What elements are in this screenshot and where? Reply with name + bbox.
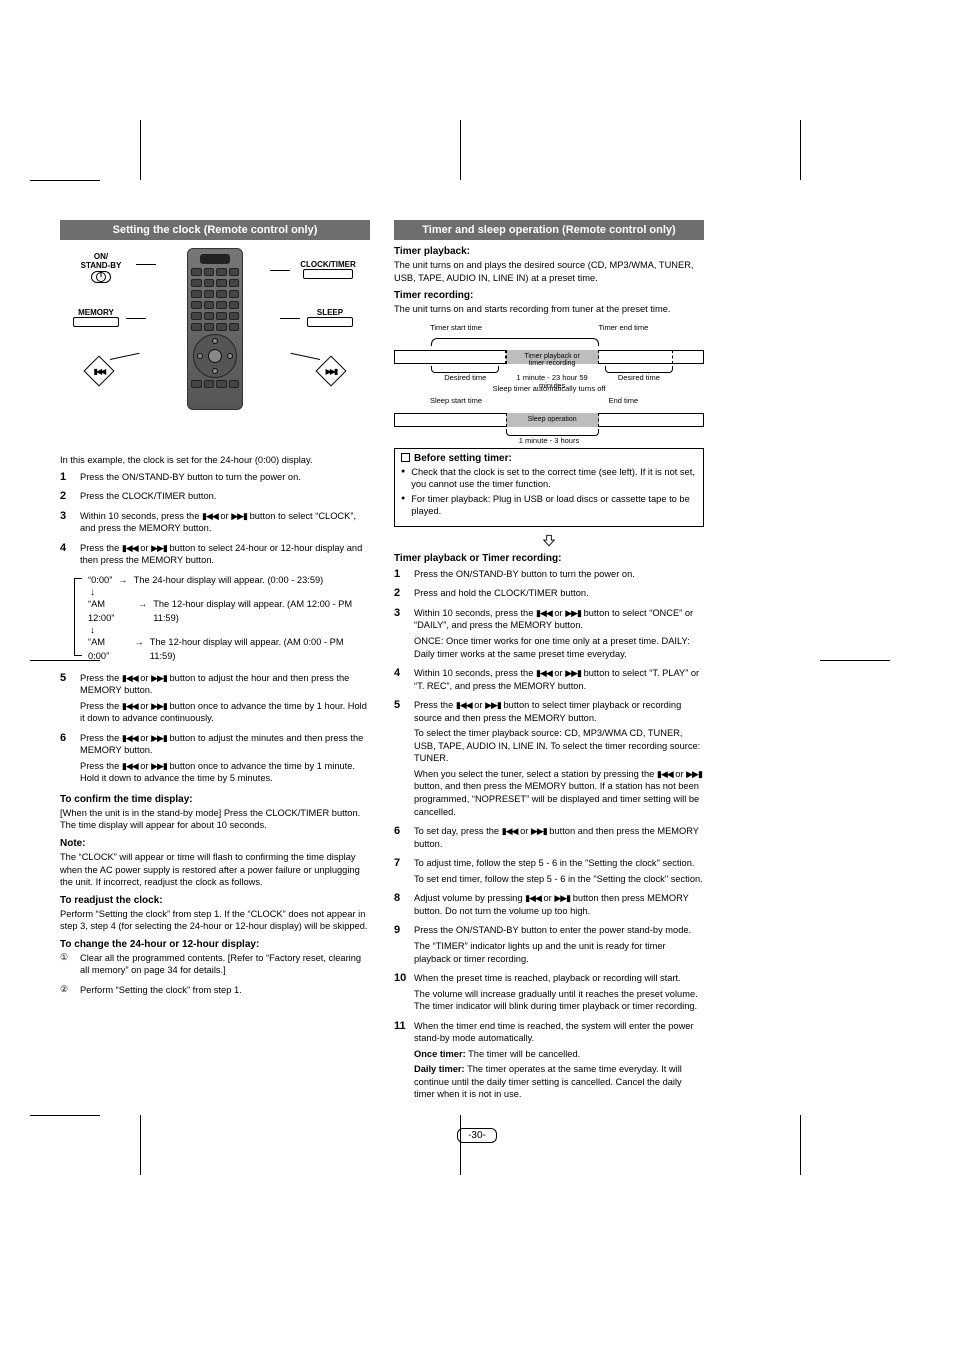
section-title-timer: Timer and sleep operation (Remote contro…	[394, 220, 704, 240]
tstep-10b: The volume will increase gradually until…	[414, 988, 704, 1013]
timer-playback-heading: Timer playback:	[394, 246, 704, 257]
tstep-5c: When you select the tuner, select a stat…	[414, 768, 704, 818]
tl-label-start: Timer start time	[413, 324, 500, 332]
left-column: Setting the clock (Remote control only) …	[60, 220, 370, 1108]
tl-label-playback: Timer playback ortimer recording	[506, 353, 599, 368]
tstep-2: Press and hold the CLOCK/TIMER button.	[414, 587, 589, 600]
tl-label-sleep-start: Sleep start time	[413, 397, 500, 405]
right-column: Timer and sleep operation (Remote contro…	[394, 220, 704, 1108]
step-2: Press the CLOCK/TIMER button.	[80, 490, 216, 503]
timer-timeline: Timer start time Timer end time Timer pl…	[394, 324, 704, 379]
tstep-1: Press the ON/STAND-BY button to turn the…	[414, 568, 635, 581]
tl-label-sleep-auto: Sleep timer automatically turns off	[394, 385, 704, 393]
step-6a: Press the ▮◀◀ or ▶▶▮ button to adjust th…	[80, 732, 370, 757]
step-5a: Press the ▮◀◀ or ▶▶▮ button to adjust th…	[80, 672, 370, 697]
step-3: Within 10 seconds, press the ▮◀◀ or ▶▶▮ …	[80, 510, 370, 535]
display-cycle: “0:00”→The 24-hour display will appear. …	[78, 574, 370, 664]
next-button-icon: ▶▶▮	[320, 360, 342, 382]
tl-label-sleep-op: Sleep operation	[506, 416, 599, 424]
label-sleep: SLEEP	[300, 308, 360, 329]
confirm-time-heading: To confirm the time display:	[60, 794, 370, 805]
step-5b: Press the ▮◀◀ or ▶▶▮ button once to adva…	[80, 700, 370, 725]
tl-label-desired-2: Desired time	[592, 374, 685, 382]
note-box-title: Before setting timer:	[414, 453, 512, 464]
crop-mark	[30, 1115, 100, 1116]
crop-mark	[460, 1115, 461, 1175]
crop-mark	[140, 1115, 141, 1175]
tstep-9b: The “TIMER” indicator lights up and the …	[414, 940, 704, 965]
tstep-9a: Press the ON/STAND-BY button to enter th…	[414, 924, 704, 937]
tstep-11c: Daily timer: The timer operates at the s…	[414, 1063, 704, 1101]
step-4: Press the ▮◀◀ or ▶▶▮ button to select 24…	[80, 542, 370, 567]
before-timer-note: Before setting timer: Check that the clo…	[394, 448, 704, 527]
remote-body	[187, 248, 243, 410]
crop-mark	[30, 180, 100, 181]
tstep-5b: To select the timer playback source: CD,…	[414, 727, 704, 765]
crop-mark	[800, 1115, 801, 1175]
tstep-10a: When the preset time is reached, playbac…	[414, 972, 704, 985]
tstep-3: Within 10 seconds, press the ▮◀◀ or ▶▶▮ …	[414, 607, 704, 632]
readjust-heading: To readjust the clock:	[60, 895, 370, 906]
crop-mark	[140, 120, 141, 180]
clock-steps-2: 5 Press the ▮◀◀ or ▶▶▮ button to adjust …	[60, 672, 370, 788]
note-item-2: For timer playback: Plug in USB or load …	[401, 493, 697, 518]
down-arrow-icon	[542, 533, 556, 547]
step-6b: Press the ▮◀◀ or ▶▶▮ button once to adva…	[80, 760, 370, 785]
tstep-6: To set day, press the ▮◀◀ or ▶▶▮ button …	[414, 825, 704, 850]
clock-steps: 1Press the ON/STAND-BY button to turn th…	[60, 471, 370, 570]
timer-play-rec-heading: Timer playback or Timer recording:	[394, 553, 704, 564]
prev-button-icon: ▮◀◀	[88, 360, 110, 382]
tstep-4: Within 10 seconds, press the ▮◀◀ or ▶▶▮ …	[414, 667, 704, 692]
change-display-heading: To change the 24-hour or 12-hour display…	[60, 939, 370, 950]
tstep-8: Adjust volume by pressing ▮◀◀ or ▶▶▮ but…	[414, 892, 704, 917]
change-step-2: Perform “Setting the clock” from step 1.	[80, 984, 242, 997]
note-item-1: Check that the clock is set to the corre…	[401, 466, 697, 491]
timer-recording-desc: The unit turns on and starts recording f…	[394, 303, 704, 316]
timer-steps: 1Press the ON/STAND-BY button to turn th…	[394, 568, 704, 1104]
label-clock-timer: CLOCK/TIMER	[290, 260, 366, 281]
remote-figure: ON/ STAND-BY CLOCK/TIMER MEMORY SLEEP	[60, 248, 370, 438]
tl-label-sleep-range: 1 minute - 3 hours	[487, 437, 611, 445]
section-title-clock: Setting the clock (Remote control only)	[60, 220, 370, 240]
tstep-5a: Press the ▮◀◀ or ▶▶▮ button to select ti…	[414, 699, 704, 724]
confirm-time-text: [When the unit is in the stand-by mode] …	[60, 807, 370, 832]
sleep-timeline: Sleep timer automatically turns off Slee…	[394, 387, 704, 442]
tl-label-sleep-end: End time	[580, 397, 667, 405]
tstep-11b: Once timer: The timer will be cancelled.	[414, 1048, 704, 1061]
readjust-text: Perform “Setting the clock” from step 1.…	[60, 908, 370, 933]
note-body: The “CLOCK” will appear or time will fla…	[60, 851, 370, 889]
change-step-1: Clear all the programmed contents. [Refe…	[80, 952, 370, 977]
tl-label-end: Timer end time	[580, 324, 667, 332]
tstep-7a: To adjust time, follow the step 5 - 6 in…	[414, 857, 703, 870]
intro-text: In this example, the clock is set for th…	[60, 454, 370, 467]
crop-mark	[460, 120, 461, 180]
tstep-11a: When the timer end time is reached, the …	[414, 1020, 704, 1045]
crop-mark	[820, 660, 890, 661]
tstep-3b: ONCE: Once timer works for one time only…	[414, 635, 704, 660]
tl-label-desired-1: Desired time	[419, 374, 512, 382]
label-memory: MEMORY	[66, 308, 126, 329]
timer-playback-desc: The unit turns on and plays the desired …	[394, 259, 704, 284]
crop-mark	[800, 120, 801, 180]
tstep-7b: To set end timer, follow the step 5 - 6 …	[414, 873, 703, 886]
label-on-standby: ON/ STAND-BY	[66, 252, 136, 283]
timer-recording-heading: Timer recording:	[394, 290, 704, 301]
step-1: Press the ON/STAND-BY button to turn the…	[80, 471, 301, 484]
page-number: -30-	[457, 1128, 497, 1143]
note-heading: Note:	[60, 838, 370, 849]
